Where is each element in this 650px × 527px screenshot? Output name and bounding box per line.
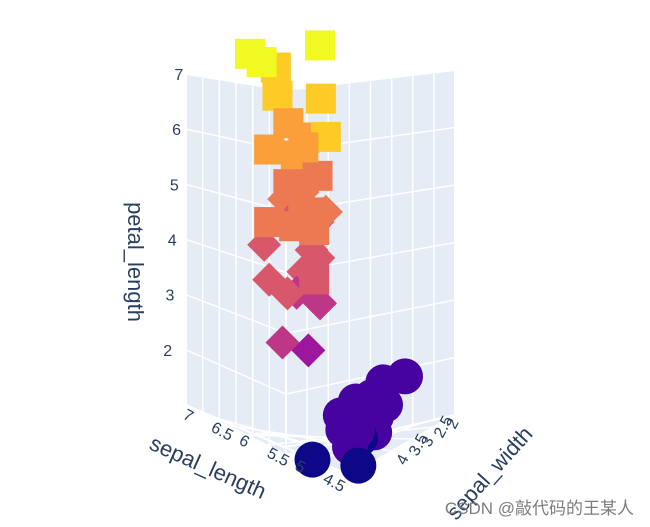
z-tick-label: 5 <box>170 177 179 194</box>
data-point <box>294 441 331 478</box>
z-tick-label: 6 <box>172 122 181 139</box>
z-tick-label: 2 <box>163 343 172 360</box>
data-point <box>254 134 285 165</box>
data-point <box>270 276 305 311</box>
x-tick-label: 6 <box>236 432 252 451</box>
data-point <box>265 325 300 360</box>
z-tick-label: 7 <box>174 67 183 84</box>
x-tick-label: 7 <box>180 407 196 426</box>
watermark: CSDN @敲代码的王某人 <box>444 499 634 518</box>
grid-border <box>185 404 456 477</box>
data-point <box>262 80 293 111</box>
z-tick-label: 3 <box>166 288 175 305</box>
data-point <box>299 264 330 295</box>
data-point <box>254 207 285 238</box>
x-axis-title: sepal_length <box>146 430 270 504</box>
data-points <box>235 30 423 484</box>
data-point <box>302 160 333 191</box>
z-tick-label: 4 <box>168 233 177 250</box>
y-tick-label: 4 <box>394 452 413 468</box>
data-point <box>235 38 265 69</box>
data-point <box>288 132 319 163</box>
data-point <box>305 83 336 114</box>
data-point <box>273 169 304 200</box>
z-axis-title: petal_length <box>123 202 148 322</box>
data-point <box>305 30 335 61</box>
data-point <box>340 447 377 484</box>
z-axis-ticks: 2 3 4 5 6 7 <box>163 67 183 360</box>
data-point <box>291 333 326 368</box>
